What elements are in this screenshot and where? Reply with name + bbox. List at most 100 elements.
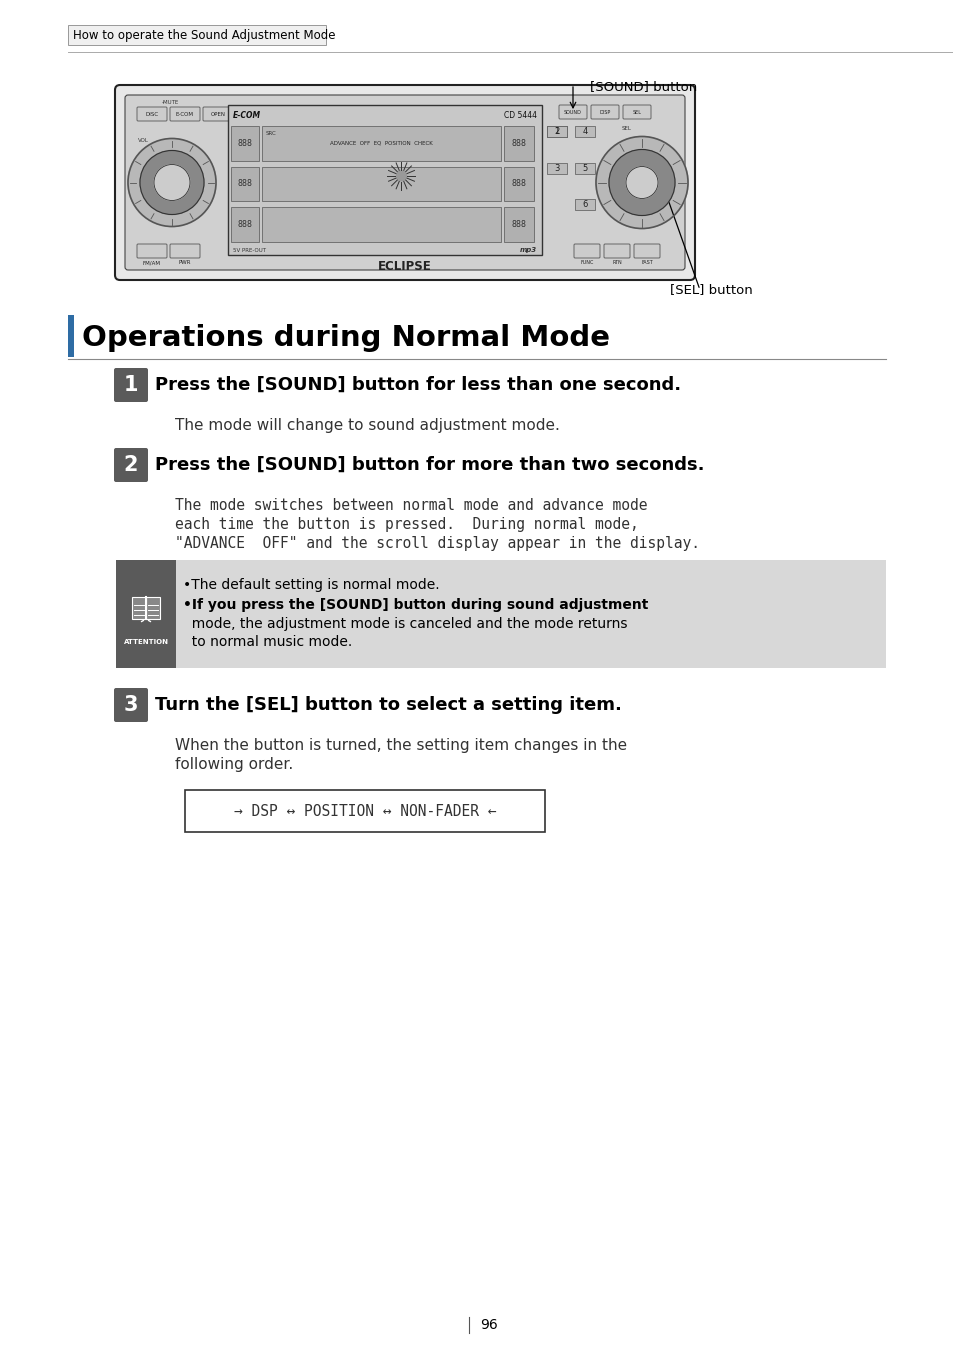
Text: 3: 3	[554, 164, 559, 172]
Circle shape	[625, 167, 658, 198]
Text: Press the [SOUND] button for more than two seconds.: Press the [SOUND] button for more than t…	[154, 457, 703, 474]
FancyBboxPatch shape	[622, 104, 650, 119]
Text: 888: 888	[237, 220, 253, 229]
Bar	[503, 207, 534, 243]
Text: 6: 6	[581, 201, 587, 209]
FancyBboxPatch shape	[132, 598, 146, 619]
Text: 4: 4	[581, 127, 587, 136]
Bar	[503, 167, 534, 202]
Text: •If you press the [SOUND] button during sound adjustment: •If you press the [SOUND] button during …	[183, 598, 648, 612]
Text: [SEL] button: [SEL] button	[669, 283, 752, 295]
Text: SEL: SEL	[621, 126, 631, 130]
Text: → DSP ↔ POSITION ↔ NON-FADER ←: → DSP ↔ POSITION ↔ NON-FADER ←	[233, 804, 496, 818]
Bar	[575, 199, 595, 210]
Text: E-COM: E-COM	[233, 111, 261, 119]
Text: mode, the adjustment mode is canceled and the mode returns: mode, the adjustment mode is canceled an…	[183, 617, 627, 631]
Bar	[503, 126, 534, 161]
Bar	[575, 126, 595, 137]
FancyBboxPatch shape	[603, 244, 629, 257]
FancyBboxPatch shape	[170, 107, 200, 121]
Text: ECLIPSE: ECLIPSE	[377, 260, 432, 274]
Text: ADVANCE  OFF  EQ  POSITION  CHECK: ADVANCE OFF EQ POSITION CHECK	[330, 141, 433, 146]
Text: 2: 2	[554, 127, 559, 136]
Text: 888: 888	[511, 220, 526, 229]
Text: 5V PRE-OUT: 5V PRE-OUT	[233, 248, 266, 252]
Text: DISC: DISC	[145, 111, 158, 117]
Text: OPEN: OPEN	[211, 111, 225, 117]
FancyBboxPatch shape	[125, 95, 684, 270]
Text: The mode switches between normal mode and advance mode: The mode switches between normal mode an…	[174, 499, 647, 514]
Text: mp3: mp3	[519, 247, 537, 253]
Text: CD 5444: CD 5444	[503, 111, 537, 119]
Text: 3: 3	[124, 695, 138, 715]
Text: 888: 888	[511, 179, 526, 188]
Text: Press the [SOUND] button for less than one second.: Press the [SOUND] button for less than o…	[154, 375, 680, 394]
Text: SOUND: SOUND	[563, 110, 581, 115]
Text: to normal music mode.: to normal music mode.	[183, 635, 352, 649]
Circle shape	[396, 171, 406, 180]
FancyBboxPatch shape	[115, 85, 695, 280]
FancyBboxPatch shape	[137, 107, 167, 121]
Bar	[231, 167, 258, 202]
Text: -MUTE: -MUTE	[161, 99, 178, 104]
FancyBboxPatch shape	[203, 107, 233, 121]
Text: 5: 5	[581, 164, 587, 172]
FancyBboxPatch shape	[113, 449, 148, 482]
Bar	[262, 126, 500, 161]
Text: FM/AM: FM/AM	[143, 260, 161, 266]
Text: 888: 888	[237, 179, 253, 188]
Circle shape	[596, 137, 687, 229]
Bar	[262, 207, 500, 243]
Bar	[228, 104, 541, 255]
Bar	[575, 163, 595, 173]
Text: following order.: following order.	[174, 757, 293, 772]
FancyBboxPatch shape	[146, 598, 160, 619]
FancyBboxPatch shape	[170, 244, 200, 257]
FancyBboxPatch shape	[113, 688, 148, 722]
Text: 888: 888	[511, 138, 526, 148]
Text: •The default setting is normal mode.: •The default setting is normal mode.	[183, 579, 439, 592]
Text: E-COM: E-COM	[175, 111, 193, 117]
Bar	[231, 207, 258, 243]
FancyBboxPatch shape	[590, 104, 618, 119]
Text: RTN: RTN	[612, 260, 621, 266]
Text: PWR: PWR	[178, 260, 191, 266]
Bar	[231, 126, 258, 161]
Bar	[546, 163, 566, 173]
Bar	[262, 167, 500, 202]
Bar	[68, 24, 326, 45]
Bar	[116, 560, 885, 668]
FancyBboxPatch shape	[634, 244, 659, 257]
Circle shape	[128, 138, 215, 226]
Bar	[185, 790, 544, 832]
Text: Turn the [SEL] button to select a setting item.: Turn the [SEL] button to select a settin…	[154, 696, 621, 714]
Bar	[68, 314, 74, 356]
Circle shape	[153, 164, 190, 201]
Text: "ADVANCE  OFF" and the scroll display appear in the display.: "ADVANCE OFF" and the scroll display app…	[174, 537, 700, 551]
Text: 1: 1	[554, 127, 559, 136]
Circle shape	[140, 150, 204, 214]
Text: 2: 2	[124, 455, 138, 476]
FancyBboxPatch shape	[113, 369, 148, 402]
FancyBboxPatch shape	[137, 244, 167, 257]
Text: Operations during Normal Mode: Operations during Normal Mode	[82, 324, 609, 352]
Bar	[116, 560, 175, 668]
Text: each time the button is pressed.  During normal mode,: each time the button is pressed. During …	[174, 518, 639, 533]
Bar	[546, 126, 566, 137]
FancyBboxPatch shape	[574, 244, 599, 257]
Text: The mode will change to sound adjustment mode.: The mode will change to sound adjustment…	[174, 417, 559, 434]
FancyBboxPatch shape	[558, 104, 586, 119]
Text: 888: 888	[237, 138, 253, 148]
Text: FAST: FAST	[640, 260, 652, 266]
Text: SEL: SEL	[632, 110, 640, 115]
Text: [SOUND] button: [SOUND] button	[589, 80, 697, 93]
Text: SRC: SRC	[266, 130, 276, 136]
Text: When the button is turned, the setting item changes in the: When the button is turned, the setting i…	[174, 738, 626, 753]
Text: ATTENTION: ATTENTION	[123, 640, 169, 645]
Text: VOL: VOL	[138, 137, 149, 142]
Text: How to operate the Sound Adjustment Mode: How to operate the Sound Adjustment Mode	[73, 28, 335, 42]
Text: FUNC: FUNC	[579, 260, 593, 266]
Bar	[546, 126, 566, 137]
Circle shape	[608, 149, 675, 215]
Text: DISP: DISP	[598, 110, 610, 115]
